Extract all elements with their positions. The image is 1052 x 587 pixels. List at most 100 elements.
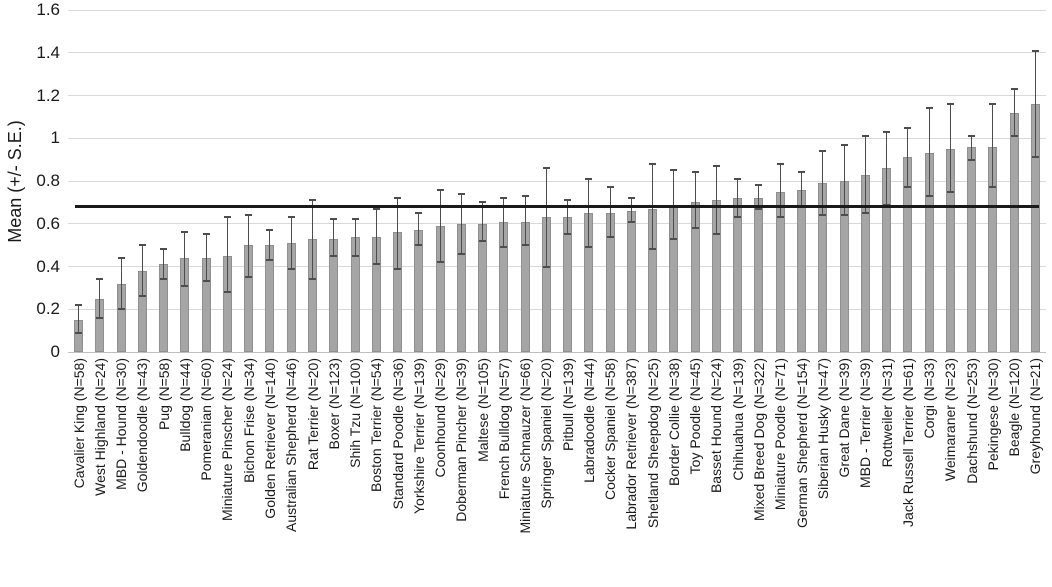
error-bar-cap-top	[96, 278, 104, 281]
x-axis-label: Dachshund (N=253)	[963, 358, 980, 484]
error-bar-cap-bottom	[330, 254, 338, 257]
x-axis-label: Beagle (N=120)	[1006, 358, 1023, 457]
error-bar-stem	[354, 219, 356, 256]
error-bar-cap-bottom	[649, 248, 657, 251]
error-bar-cap-top	[712, 165, 720, 168]
error-bar-cap-bottom	[904, 186, 912, 189]
error-bar-cap-bottom	[287, 267, 295, 270]
error-bar-cap-top	[309, 199, 316, 202]
error-bar-stem	[886, 131, 888, 205]
y-tick-label: 0.4	[36, 256, 60, 276]
error-bar-stem	[1013, 89, 1015, 137]
error-bar-cap-top	[840, 143, 848, 146]
gridline	[68, 266, 1046, 267]
x-axis-label: Siberian Husky (N=47)	[814, 358, 831, 500]
error-bar-stem	[312, 200, 313, 280]
error-bar-cap-bottom	[712, 233, 720, 236]
bar	[967, 146, 977, 352]
error-bar-stem	[992, 104, 994, 188]
gridline	[68, 180, 1046, 182]
error-bar-cap-top	[861, 135, 869, 138]
error-bar-cap-top	[691, 171, 699, 174]
error-bar-stem	[141, 245, 143, 297]
error-bar-stem	[333, 219, 335, 256]
x-axis-label: Greyhound (N=21)	[1027, 358, 1044, 475]
error-bar-cap-bottom	[755, 207, 763, 210]
x-axis-label: Bichon Frise (N=34)	[240, 358, 257, 483]
error-bar-stem	[822, 151, 824, 216]
error-bar-stem	[673, 170, 675, 239]
bar	[265, 245, 275, 352]
error-bar-cap-top	[904, 126, 912, 129]
x-axis-label: Corgi (N=33)	[921, 358, 938, 439]
bar	[733, 198, 743, 352]
error-bar-cap-bottom	[989, 186, 997, 189]
x-axis-label: Great Dane (N=39)	[836, 358, 853, 478]
error-bar-cap-top	[734, 177, 742, 180]
error-bar-cap-bottom	[1010, 135, 1018, 138]
error-bar-cap-bottom	[840, 214, 848, 217]
x-axis-label: French Bulldog (N=57)	[495, 358, 512, 500]
x-axis-label: Rat Terrier (N=20)	[304, 358, 321, 471]
error-bar-stem	[524, 195, 526, 246]
error-bar-stem	[205, 234, 207, 282]
error-bar-cap-top	[564, 199, 572, 202]
bar	[1009, 112, 1019, 352]
error-bar-cap-bottom	[479, 239, 487, 242]
error-bar-stem	[737, 178, 739, 218]
bar	[414, 230, 424, 352]
y-tick-label: 1	[50, 128, 60, 148]
x-axis-label: Australian Shepherd (N=46)	[283, 358, 300, 532]
x-axis-label: MBD - Hound (N=30)	[113, 358, 130, 490]
error-bar-cap-top	[500, 197, 508, 200]
error-bar-stem	[397, 198, 399, 269]
error-bar-stem	[482, 202, 484, 241]
error-bar-cap-top	[989, 103, 997, 106]
x-axis-label: Pitbull (N=139)	[559, 358, 576, 451]
error-bar-cap-top	[202, 233, 210, 236]
error-bar-cap-bottom	[670, 237, 678, 240]
error-bar-cap-top	[670, 169, 678, 172]
error-bar-cap-bottom	[946, 190, 954, 193]
error-bar-cap-bottom	[138, 295, 146, 298]
x-axis-label: Maltese (N=105)	[474, 358, 491, 462]
x-axis-label: West Highland (N=24)	[91, 358, 108, 496]
error-bar-stem	[801, 172, 802, 207]
error-bar-cap-top	[117, 256, 125, 259]
error-bar-cap-top	[542, 167, 550, 170]
x-axis-label: Labrador Retriever (N=387)	[623, 358, 640, 530]
error-bar-cap-top	[627, 197, 635, 200]
error-bar-stem	[184, 232, 186, 286]
error-bar-cap-top	[755, 184, 763, 187]
error-bar-stem	[949, 104, 951, 192]
error-bar-cap-top	[351, 218, 359, 221]
error-bar-stem	[1034, 50, 1036, 158]
error-bar-stem	[630, 198, 632, 222]
x-axis-label: Cocker Spaniel (N=58)	[602, 358, 619, 501]
x-axis-label: Pomeranian (N=60)	[198, 358, 215, 481]
x-axis-baseline	[68, 351, 1046, 353]
x-axis-label: Miniature Poodle (N=71)	[772, 358, 789, 511]
error-bar-cap-bottom	[415, 244, 423, 247]
error-bar-cap-top	[181, 231, 189, 234]
error-bar-cap-top	[287, 216, 295, 219]
error-bar-cap-top	[925, 107, 933, 110]
error-bar-cap-top	[160, 248, 168, 251]
error-bar-stem	[567, 200, 569, 235]
x-axis-label: Basset Hound (N=24)	[708, 358, 725, 494]
error-bar-stem	[928, 108, 930, 196]
error-bar-cap-top	[819, 150, 827, 153]
x-axis-label: Weimaraner (N=23)	[942, 358, 959, 482]
x-axis-label: Labradoodle (N=44)	[580, 358, 597, 483]
error-bar-cap-bottom	[627, 220, 635, 223]
error-bar-stem	[907, 127, 909, 188]
error-bar-cap-bottom	[181, 284, 189, 287]
error-bar-cap-bottom	[883, 203, 891, 206]
error-bar-cap-bottom	[117, 308, 125, 311]
y-tick-label: 0.2	[36, 299, 60, 319]
x-axis-label: Shih Tzu (N=100)	[347, 358, 364, 468]
error-bar-cap-top	[479, 201, 487, 204]
x-axis-label: Boxer (N=123)	[325, 358, 342, 450]
error-bar-cap-bottom	[202, 280, 210, 283]
